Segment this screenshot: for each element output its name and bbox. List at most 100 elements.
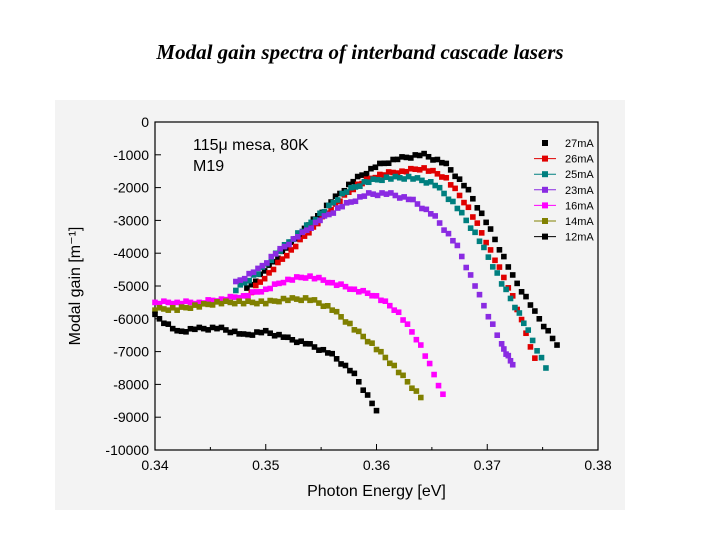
- data-point: [262, 286, 269, 293]
- legend-marker: [542, 155, 548, 162]
- data-point: [518, 316, 525, 323]
- data-point: [361, 193, 368, 199]
- data-point: [414, 175, 421, 181]
- data-point: [192, 302, 198, 308]
- data-point: [174, 299, 180, 306]
- data-point: [183, 298, 189, 304]
- y-tick-label: -1000: [113, 147, 149, 163]
- data-point: [240, 293, 247, 299]
- legend-label: 25mA: [565, 169, 594, 181]
- data-point: [237, 282, 244, 288]
- data-point: [357, 194, 363, 200]
- data-point: [187, 305, 194, 311]
- data-point: [364, 392, 371, 398]
- data-point: [481, 244, 487, 251]
- data-point: [381, 160, 388, 167]
- data-point: [254, 289, 260, 295]
- data-point: [347, 320, 353, 327]
- legend-item-16mA: 16mA: [534, 200, 594, 212]
- data-point: [364, 338, 371, 345]
- data-point: [447, 167, 454, 173]
- data-point: [267, 330, 273, 337]
- data-point: [311, 297, 318, 303]
- data-point: [165, 321, 172, 327]
- data-point: [272, 251, 279, 257]
- data-point: [218, 296, 225, 302]
- data-point: [527, 302, 534, 308]
- y-tick-label: -2000: [113, 180, 149, 196]
- y-tick-label: -3000: [113, 212, 149, 228]
- data-point: [360, 387, 367, 393]
- data-point: [196, 304, 203, 310]
- data-point: [360, 287, 367, 294]
- x-ticks: 0.34 0.35 0.36 0.37 0.38: [141, 444, 612, 473]
- data-point: [394, 156, 401, 163]
- data-point: [329, 350, 335, 357]
- data-point: [467, 272, 474, 278]
- data-point: [320, 346, 327, 353]
- data-point: [405, 173, 412, 180]
- data-point: [404, 378, 411, 385]
- data-point: [357, 183, 363, 189]
- data-point: [470, 214, 476, 220]
- data-point: [501, 274, 507, 281]
- data-point: [461, 199, 467, 206]
- data-point: [205, 327, 211, 333]
- data-point: [347, 286, 353, 292]
- data-point: [267, 285, 273, 292]
- data-point: [385, 169, 392, 175]
- data-point: [200, 301, 207, 307]
- data-point: [268, 253, 275, 260]
- data-point: [280, 279, 287, 286]
- data-point: [372, 164, 379, 171]
- data-point: [276, 298, 282, 305]
- data-point: [382, 354, 389, 361]
- data-point: [277, 245, 283, 252]
- data-point: [485, 254, 492, 260]
- data-point: [507, 295, 514, 302]
- data-point: [350, 178, 357, 185]
- legend-label: 12mA: [565, 232, 594, 244]
- data-point: [440, 391, 446, 398]
- data-point: [474, 205, 481, 211]
- data-point: [369, 292, 375, 299]
- data-point: [536, 316, 543, 322]
- data-point: [391, 307, 398, 313]
- data-point: [443, 174, 450, 181]
- data-point: [390, 169, 396, 176]
- data-point: [209, 297, 216, 304]
- data-point: [302, 295, 309, 301]
- data-point: [470, 195, 476, 202]
- data-point: [450, 237, 456, 244]
- data-point: [498, 341, 505, 347]
- data-point: [355, 328, 362, 335]
- legend-item-25mA: 25mA: [534, 169, 594, 181]
- x-tick-label: 0.37: [474, 457, 501, 473]
- data-point: [501, 253, 507, 260]
- data-point: [363, 170, 370, 177]
- data-point: [392, 173, 399, 180]
- data-point: [218, 300, 225, 307]
- y-tick-label: 0: [141, 114, 149, 130]
- data-point: [334, 205, 341, 211]
- data-point: [249, 299, 256, 306]
- data-point: [244, 285, 250, 291]
- data-point: [456, 192, 463, 199]
- data-point: [241, 279, 248, 286]
- data-point: [324, 279, 331, 286]
- data-point: [501, 346, 507, 352]
- data-point: [422, 353, 429, 359]
- series-group: [152, 150, 560, 414]
- y-tick-label: -7000: [113, 344, 149, 360]
- x-tick-label: 0.35: [252, 457, 279, 473]
- data-point: [156, 316, 163, 322]
- data-point: [334, 197, 341, 203]
- data-point: [441, 227, 447, 233]
- data-point: [266, 270, 272, 276]
- data-point: [361, 179, 368, 185]
- data-point: [339, 190, 345, 197]
- data-point: [489, 264, 496, 270]
- data-point: [487, 247, 494, 253]
- data-point: [498, 281, 505, 287]
- data-point: [289, 336, 296, 343]
